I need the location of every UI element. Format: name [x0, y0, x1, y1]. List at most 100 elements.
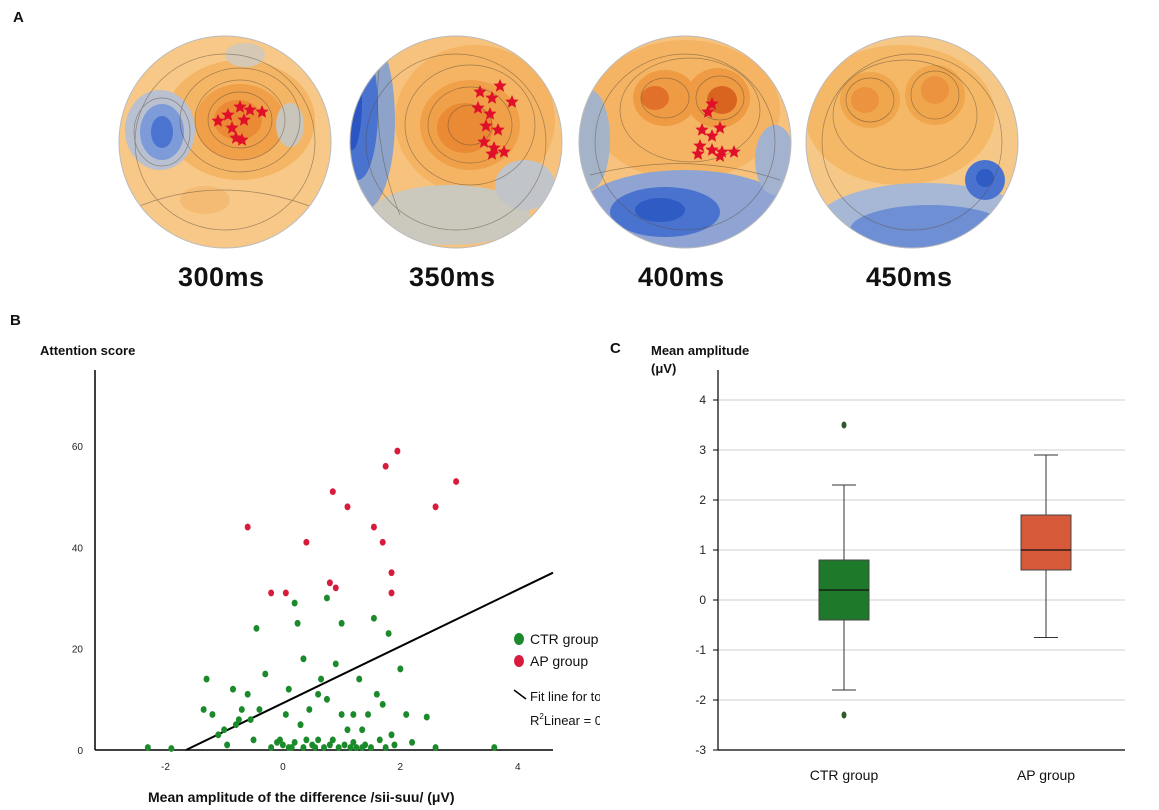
ctr-point: [215, 731, 222, 739]
ctr-point: [291, 599, 298, 607]
ctr-point: [294, 619, 301, 627]
scatter-x-tick-label: 4: [515, 762, 521, 773]
ctr-point: [326, 741, 333, 749]
ap-point: [268, 589, 275, 597]
electrode-star: [473, 85, 487, 98]
ctr-point: [362, 741, 369, 749]
electrode-star: [485, 91, 499, 104]
ctr-point: [291, 739, 298, 746]
ctr-point: [238, 706, 245, 713]
panel-letter-b: B: [10, 312, 21, 329]
panel-letter-a: A: [13, 9, 24, 26]
ctr-point: [353, 744, 360, 751]
electrode-star: [705, 97, 719, 110]
ap-point: [344, 503, 351, 511]
ctr-point: [297, 721, 304, 729]
ap-point: [394, 447, 401, 455]
ap-box: [1020, 514, 1072, 571]
scatter-chart: 0 20 40 60 -2 0 2 4 CTR group AP group Fit line fo…: [72, 370, 600, 773]
ctr-point: [253, 625, 260, 632]
ctr-point: [276, 736, 283, 744]
ctr-point: [385, 630, 392, 637]
electrode-star: [713, 121, 727, 134]
ctr-point: [367, 744, 374, 751]
ctr-point: [315, 736, 322, 744]
ctr-point: [376, 736, 383, 744]
ctr-point: [144, 744, 151, 751]
box-y-tick-label: 1: [699, 543, 706, 557]
electrode-star: [233, 100, 247, 113]
ctr-point: [338, 619, 345, 627]
box-ylabel: Mean amplitude: [651, 343, 750, 358]
ap-point: [303, 538, 310, 546]
topomap-label-400ms: 400ms: [638, 262, 725, 292]
electrode-star: [483, 107, 497, 120]
ctr-point: [285, 685, 292, 693]
ctr-point: [344, 726, 351, 734]
electrode-star: [211, 114, 225, 127]
ctr-point: [491, 744, 498, 751]
topomap-label-450ms: 450ms: [866, 262, 953, 292]
electrode-star: [471, 101, 485, 114]
ctr-point: [356, 675, 363, 683]
ctr-point: [370, 614, 377, 622]
scatter-y-tick-label: 40: [72, 543, 84, 554]
box-y-tick-label: 3: [699, 443, 706, 457]
ctr-point: [423, 713, 430, 721]
electrode-star: [479, 119, 493, 132]
ctr-point: [209, 711, 216, 718]
legend-marker-ctr: [514, 633, 524, 645]
electrode-star: [701, 105, 715, 118]
ap-point: [382, 462, 389, 470]
ctr-point: [359, 726, 366, 734]
ctr-point: [382, 744, 389, 751]
box-y-tick-label: -2: [695, 693, 706, 707]
ctr-point: [250, 736, 257, 744]
scatter-x-tick-label: 0: [280, 762, 286, 773]
electrode-star: [493, 79, 507, 92]
ctr-point: [247, 716, 254, 723]
ctr-point: [232, 721, 239, 729]
box-chart: -3 -2 -1 0 1 2 3 4 CTR group AP group: [695, 370, 1125, 783]
r-squared-superscript: 2: [539, 712, 544, 721]
ctr-category-label: CTR group: [810, 767, 879, 783]
scatter-x-tick-label: -2: [161, 762, 170, 773]
electrode-stars: [211, 79, 741, 162]
ctr-point: [403, 711, 410, 718]
ctr-point: [338, 711, 345, 718]
electrode-star: [505, 95, 519, 108]
ctr-outlier: [841, 711, 847, 719]
ctr-point: [391, 741, 398, 749]
ap-point: [432, 503, 439, 511]
ctr-point: [315, 690, 322, 698]
ctr-point: [335, 744, 342, 751]
ctr-point: [329, 736, 336, 744]
topomap-350ms: [350, 36, 562, 248]
electrode-star: [727, 145, 741, 158]
ap-category-label: AP group: [1017, 767, 1075, 783]
electrode-star: [713, 149, 727, 162]
electrode-star: [693, 139, 707, 152]
scatter-y-tick-label: 0: [77, 746, 83, 757]
electrode-star: [221, 108, 235, 121]
legend-fit-line-label: Fit line for total: [530, 689, 600, 704]
ctr-point: [235, 716, 242, 723]
box-y-tick-label: -1: [695, 643, 706, 657]
ctr-point: [229, 685, 236, 693]
ctr-point: [288, 744, 295, 751]
legend-marker-ap: [514, 655, 524, 667]
ctr-point: [262, 670, 269, 678]
electrode-star: [225, 121, 239, 134]
box-y-tick-label: -3: [695, 743, 706, 757]
ctr-point: [350, 711, 357, 718]
ctr-point: [312, 744, 319, 751]
electrode-star: [235, 133, 249, 146]
scatter-xlabel: Mean amplitude of the difference /sii-su…: [148, 789, 455, 805]
topomap-label-350ms: 350ms: [409, 262, 496, 292]
ctr-point: [388, 731, 395, 739]
ctr-point: [341, 741, 348, 749]
ctr-point: [256, 706, 263, 713]
ctr-point: [397, 665, 404, 673]
ctr-point: [323, 594, 330, 602]
ctr-point: [168, 745, 175, 752]
